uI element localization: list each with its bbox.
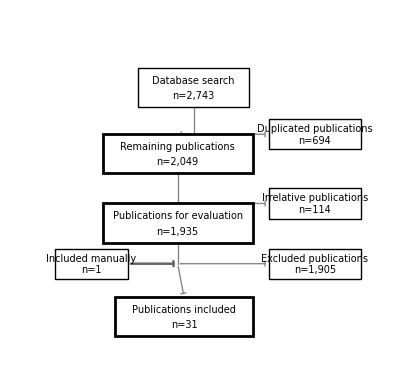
Text: n=1,905: n=1,905 (294, 265, 336, 275)
FancyBboxPatch shape (269, 119, 361, 149)
Text: n=2,049: n=2,049 (157, 158, 199, 167)
Text: Duplicated publications: Duplicated publications (257, 124, 373, 134)
Text: Publications for evaluation: Publications for evaluation (112, 212, 243, 221)
FancyBboxPatch shape (55, 249, 128, 279)
Text: Irrelative publications: Irrelative publications (262, 194, 368, 203)
Text: n=1: n=1 (81, 265, 102, 275)
Text: n=31: n=31 (171, 320, 197, 330)
Text: Database search: Database search (152, 76, 235, 86)
Text: n=2,743: n=2,743 (173, 91, 215, 101)
Text: n=1,935: n=1,935 (157, 227, 199, 237)
FancyBboxPatch shape (103, 203, 253, 242)
Text: Excluded publications: Excluded publications (262, 254, 368, 264)
FancyBboxPatch shape (269, 249, 361, 279)
FancyBboxPatch shape (103, 134, 253, 173)
Text: Included manually: Included manually (46, 254, 136, 264)
Text: Publications included: Publications included (132, 305, 236, 315)
Text: n=694: n=694 (299, 136, 331, 146)
FancyBboxPatch shape (138, 68, 249, 107)
FancyBboxPatch shape (269, 188, 361, 219)
Text: n=114: n=114 (299, 205, 331, 215)
Text: Remaining publications: Remaining publications (120, 142, 235, 152)
FancyBboxPatch shape (115, 297, 253, 336)
